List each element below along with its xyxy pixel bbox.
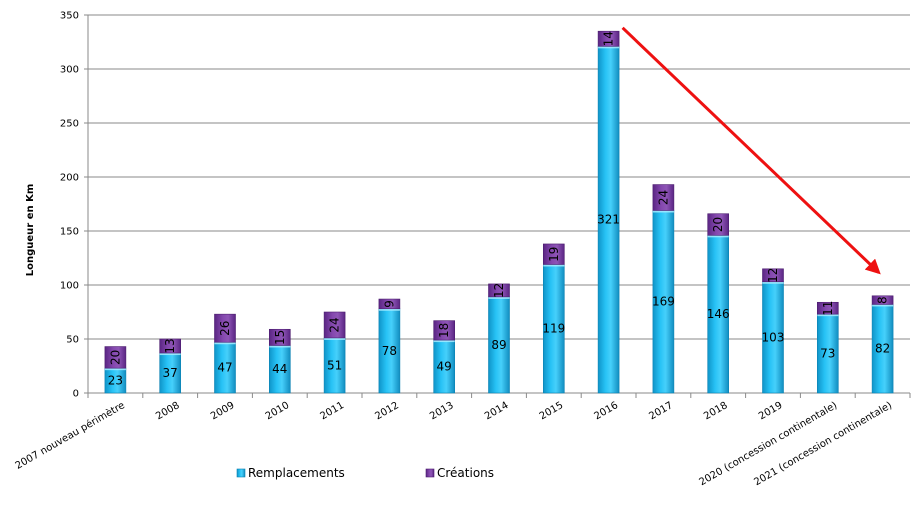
data-label-remplacements: 169 bbox=[652, 295, 675, 309]
bar-top-highlight bbox=[433, 339, 455, 343]
data-label-remplacements: 119 bbox=[542, 322, 565, 336]
bars bbox=[104, 30, 894, 394]
data-label-creations: 26 bbox=[218, 321, 232, 336]
x-tick-label: 2019 bbox=[757, 400, 785, 422]
x-tick-label: 2009 bbox=[209, 400, 237, 422]
legend-swatch-creations bbox=[425, 468, 435, 478]
x-tick-label: 2010 bbox=[264, 400, 292, 422]
data-label-creations: 20 bbox=[711, 217, 725, 232]
data-label-creations: 18 bbox=[437, 323, 451, 338]
x-tick-label: 2008 bbox=[154, 400, 182, 422]
data-label-remplacements: 47 bbox=[217, 361, 232, 375]
y-tick-label: 50 bbox=[66, 335, 79, 346]
bar-top-highlight bbox=[269, 344, 291, 348]
bar-top-highlight bbox=[652, 209, 674, 213]
y-tick-label: 0 bbox=[73, 389, 79, 400]
data-label-creations: 19 bbox=[547, 247, 561, 262]
y-tick-label: 350 bbox=[60, 11, 79, 22]
data-label-creations: 12 bbox=[766, 268, 780, 283]
x-tick-label: 2013 bbox=[428, 400, 456, 422]
data-label-creations: 11 bbox=[821, 301, 835, 316]
bar-top-highlight bbox=[598, 45, 620, 49]
trend-arrow bbox=[621, 26, 881, 275]
bar-top-highlight bbox=[543, 263, 565, 267]
bar-segment-creations bbox=[871, 295, 894, 305]
bar-segment-creations bbox=[597, 30, 620, 47]
bar-top-highlight bbox=[378, 307, 400, 311]
x-tick-label: 2011 bbox=[319, 400, 347, 422]
data-label-creations: 9 bbox=[382, 300, 396, 308]
bar-top-highlight bbox=[707, 234, 729, 238]
data-label-remplacements: 49 bbox=[437, 360, 452, 374]
legend-label-creations: Créations bbox=[437, 466, 494, 480]
x-tick-label: 2007 nouveau périmètre bbox=[13, 399, 127, 472]
y-tick-label: 250 bbox=[60, 119, 79, 130]
x-tick-label: 2018 bbox=[702, 400, 730, 422]
data-label-remplacements: 321 bbox=[597, 213, 620, 227]
bar-segment-creations bbox=[762, 268, 784, 283]
bar-segment-creations bbox=[433, 320, 456, 341]
bar-segment-creations bbox=[214, 313, 236, 343]
data-label-creations: 8 bbox=[876, 296, 890, 304]
data-label-remplacements: 78 bbox=[382, 344, 397, 358]
legend-label-remplacements: Remplacements bbox=[248, 466, 345, 480]
bar-segment-creations bbox=[816, 301, 839, 315]
x-tick-label: 2016 bbox=[593, 400, 621, 422]
bar-segment-creations bbox=[268, 328, 291, 346]
y-tick-label: 300 bbox=[60, 65, 79, 76]
x-tick-label: 2015 bbox=[538, 400, 566, 422]
data-label-remplacements: 73 bbox=[820, 347, 835, 361]
bar-segment-creations bbox=[707, 213, 730, 236]
x-tick-label: 2012 bbox=[373, 400, 401, 422]
data-label-creations: 24 bbox=[328, 317, 342, 332]
bar-top-highlight bbox=[104, 367, 126, 371]
bar-segment-creations bbox=[159, 338, 181, 354]
bar-segment-creations bbox=[542, 243, 565, 265]
data-label-creations: 14 bbox=[602, 31, 616, 46]
data-labels: 23 20 37 13 47 26 44 15 51 24 78 9 49 18 89 12 119 19 321 1… bbox=[108, 31, 890, 387]
data-label-remplacements: 146 bbox=[707, 307, 730, 321]
bar-top-highlight bbox=[159, 352, 181, 356]
annotation bbox=[621, 26, 881, 275]
bar-top-highlight bbox=[762, 280, 784, 284]
gridlines bbox=[88, 14, 910, 340]
data-label-remplacements: 103 bbox=[762, 330, 785, 344]
bar-segment-creations bbox=[488, 283, 510, 298]
bar-segment-creations bbox=[378, 298, 401, 310]
x-tick-label: 2014 bbox=[483, 400, 511, 422]
bar-top-highlight bbox=[872, 303, 894, 307]
data-label-remplacements: 89 bbox=[491, 338, 506, 352]
y-tick-label: 150 bbox=[60, 227, 79, 238]
data-label-remplacements: 44 bbox=[272, 362, 287, 376]
data-label-creations: 13 bbox=[163, 338, 177, 353]
data-label-remplacements: 23 bbox=[108, 374, 123, 388]
x-tick-label: 2017 bbox=[647, 400, 675, 422]
data-label-remplacements: 37 bbox=[163, 366, 178, 380]
legend: Remplacements Créations bbox=[236, 466, 494, 480]
y-axis-title: Longueur en Km bbox=[25, 184, 36, 277]
data-label-creations: 12 bbox=[492, 283, 506, 298]
bar-top-highlight bbox=[324, 336, 346, 340]
legend-swatch-remplacements bbox=[236, 468, 246, 478]
y-tick-label: 100 bbox=[60, 281, 79, 292]
bar-segment-creations bbox=[104, 346, 127, 369]
data-label-remplacements: 82 bbox=[875, 342, 890, 356]
y-tick-label: 200 bbox=[60, 173, 79, 184]
bar-top-highlight bbox=[214, 341, 236, 345]
bar-segment-creations bbox=[652, 184, 675, 211]
bar-segment-creations bbox=[323, 311, 346, 339]
data-label-remplacements: 51 bbox=[327, 358, 342, 372]
bar-top-highlight bbox=[817, 313, 839, 317]
data-label-creations: 15 bbox=[273, 330, 287, 345]
data-label-creations: 24 bbox=[656, 190, 670, 205]
bar-top-highlight bbox=[488, 295, 510, 299]
data-label-creations: 20 bbox=[108, 350, 122, 365]
